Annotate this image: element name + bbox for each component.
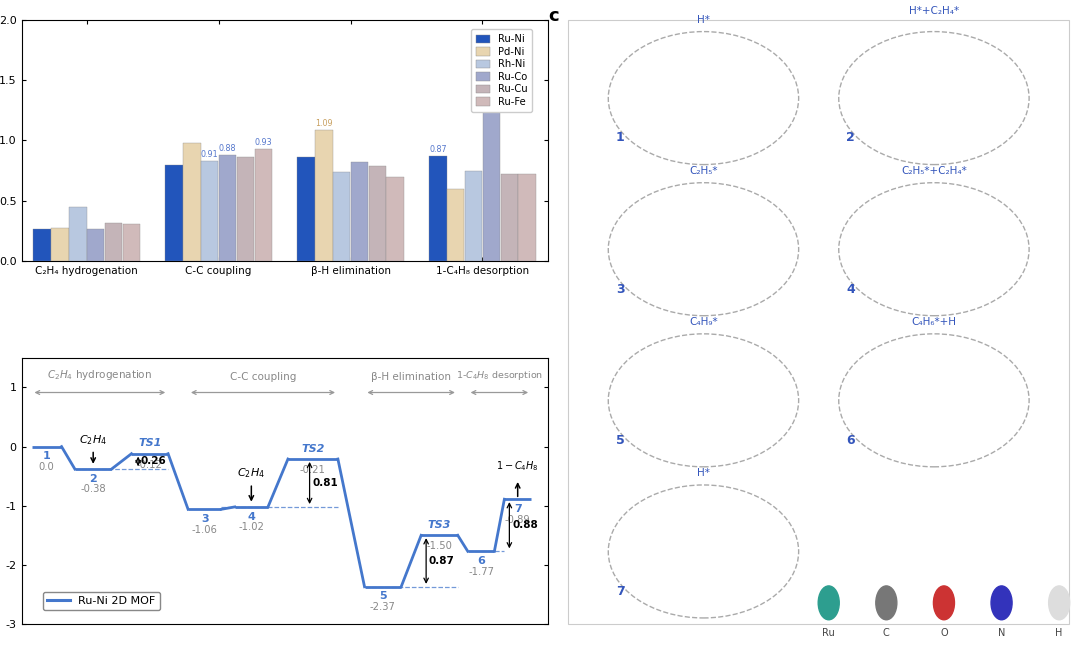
Text: 0.0: 0.0 [39, 462, 54, 472]
Text: C₄H₆*+H: C₄H₆*+H [912, 317, 957, 327]
Text: O: O [940, 629, 948, 638]
Text: 0.87: 0.87 [429, 556, 455, 566]
Text: 3: 3 [616, 283, 624, 296]
Bar [165, 164, 183, 261]
Bar [315, 129, 333, 261]
Bar [368, 166, 386, 261]
Text: $1-C_4H_8$: $1-C_4H_8$ [497, 460, 539, 473]
Text: 6: 6 [477, 556, 485, 566]
Legend: Ru-Ni, Pd-Ni, Rh-Ni, Ru-Co, Ru-Cu, Ru-Fe: Ru-Ni, Pd-Ni, Rh-Ni, Ru-Co, Ru-Cu, Ru-Fe [471, 29, 532, 112]
Bar [184, 143, 201, 261]
Text: -1.06: -1.06 [192, 525, 218, 535]
Bar [447, 189, 464, 261]
Bar [464, 171, 483, 261]
Text: $C_2H_4$: $C_2H_4$ [238, 467, 266, 480]
Text: -0.89: -0.89 [504, 515, 530, 525]
Text: 0.26: 0.26 [140, 456, 166, 467]
Text: 0.93: 0.93 [255, 138, 272, 147]
Ellipse shape [991, 586, 1012, 619]
Text: 0.87: 0.87 [429, 146, 447, 154]
Text: 0.88: 0.88 [512, 520, 538, 530]
Text: TS3: TS3 [428, 520, 451, 530]
Text: 1: 1 [43, 451, 51, 462]
Bar [69, 207, 86, 261]
Bar [387, 177, 404, 261]
Text: -0.12: -0.12 [137, 460, 163, 469]
Text: H: H [1055, 629, 1063, 638]
Text: C: C [883, 629, 890, 638]
Text: C-C coupling: C-C coupling [230, 372, 296, 382]
Text: -0.21: -0.21 [300, 465, 326, 475]
Bar [105, 223, 122, 261]
Bar [255, 149, 272, 261]
Text: H*: H* [697, 468, 710, 478]
Text: 6: 6 [847, 434, 855, 447]
Text: -1.50: -1.50 [427, 541, 453, 551]
Text: H*+C₂H₄*: H*+C₂H₄* [909, 6, 959, 16]
Text: H*: H* [697, 15, 710, 25]
Bar [87, 229, 105, 261]
Text: 2: 2 [847, 131, 855, 144]
Bar [237, 157, 254, 261]
Text: 4: 4 [847, 283, 855, 296]
Bar [51, 227, 69, 261]
Bar [518, 174, 536, 261]
Text: 2: 2 [90, 474, 97, 484]
Text: 1-$C_4H_8$ desorption: 1-$C_4H_8$ desorption [456, 369, 543, 382]
Text: β-H elimination: β-H elimination [372, 372, 451, 382]
Ellipse shape [819, 586, 839, 619]
Text: -2.37: -2.37 [370, 602, 395, 612]
Bar [219, 155, 237, 261]
Bar [297, 157, 314, 261]
Text: -1.02: -1.02 [239, 523, 265, 532]
Text: TS2: TS2 [301, 444, 325, 454]
Legend: Ru-Ni 2D MOF: Ru-Ni 2D MOF [43, 592, 160, 610]
Text: 1.45: 1.45 [483, 75, 500, 84]
Text: C₂H₅*: C₂H₅* [689, 166, 718, 176]
Bar [33, 229, 51, 261]
Bar [333, 172, 350, 261]
Text: -1.77: -1.77 [468, 567, 494, 577]
Ellipse shape [933, 586, 955, 619]
Bar [483, 86, 500, 261]
Text: $C_2H_4$: $C_2H_4$ [79, 433, 107, 447]
Ellipse shape [1049, 586, 1069, 619]
Text: 0.88: 0.88 [219, 144, 237, 153]
Bar [500, 174, 518, 261]
Text: 3: 3 [201, 514, 208, 524]
Text: 4: 4 [247, 512, 255, 522]
Text: $C_2H_4$ hydrogenation: $C_2H_4$ hydrogenation [48, 368, 152, 382]
Bar [201, 161, 218, 261]
Bar [123, 224, 140, 261]
Text: Ru: Ru [822, 629, 835, 638]
Text: 7: 7 [616, 585, 624, 598]
Text: 1: 1 [616, 131, 624, 144]
Text: 0.81: 0.81 [313, 478, 339, 488]
Text: C₄H₉*: C₄H₉* [689, 317, 718, 327]
Text: 1.09: 1.09 [315, 119, 333, 128]
Text: 0.91: 0.91 [201, 150, 218, 159]
Bar [351, 162, 368, 261]
Text: TS1: TS1 [138, 438, 162, 448]
Text: 5: 5 [379, 592, 387, 601]
Text: C₂H₅*+C₂H₄*: C₂H₅*+C₂H₄* [901, 166, 967, 176]
Text: -0.38: -0.38 [80, 484, 106, 495]
Text: 5: 5 [616, 434, 624, 447]
Bar [429, 156, 447, 261]
Ellipse shape [876, 586, 896, 619]
Text: 7: 7 [514, 504, 522, 514]
Text: c: c [549, 7, 558, 25]
Text: N: N [998, 629, 1005, 638]
